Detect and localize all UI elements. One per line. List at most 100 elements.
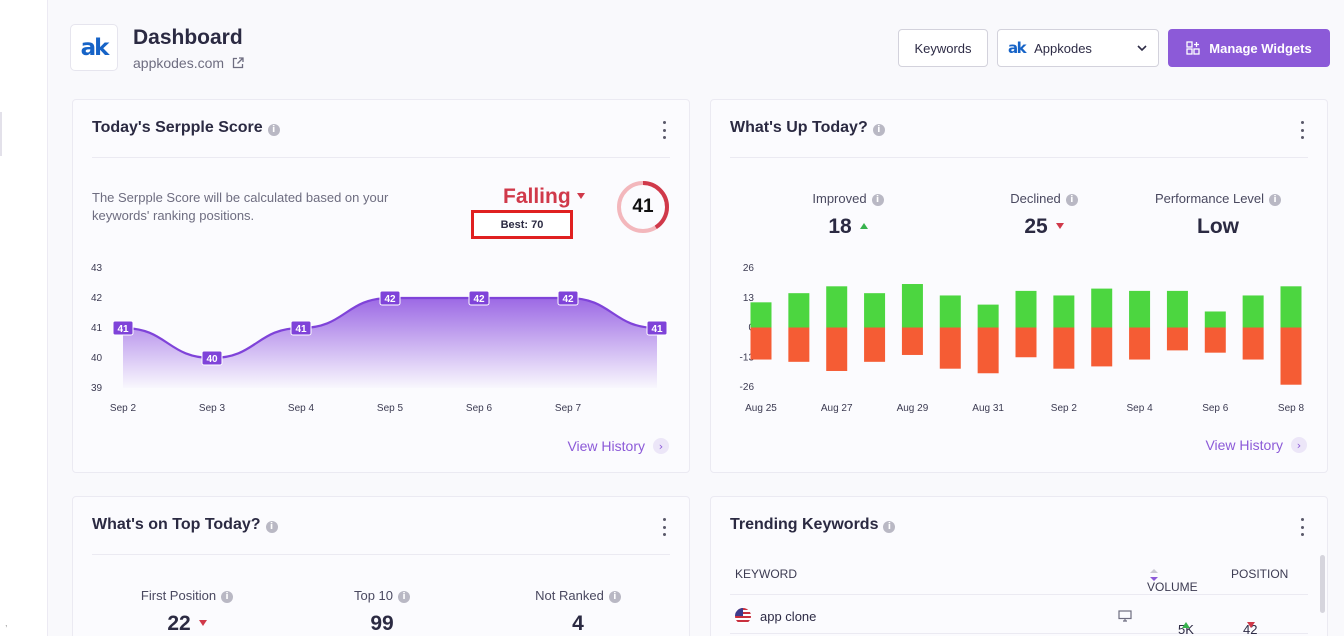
declined-bar [1166,327,1188,351]
table-scrollbar[interactable] [1320,555,1325,613]
score-value: 41 [632,196,654,217]
data-label: 42 [473,294,485,305]
y-tick-label: 43 [91,263,103,274]
data-point: 41 [646,320,668,336]
improved-bar [1129,290,1151,328]
project-select-value: Appkodes [1034,40,1092,56]
trending-table-header: KEYWORD VOLUME POSITION [730,554,1308,595]
rail-indicator [0,112,2,156]
performance-label-row: Performance Level i [1146,191,1290,206]
info-icon[interactable]: i [608,591,621,603]
position-column-header: POSITION [1231,567,1289,581]
improved-bar [939,295,961,328]
declined-bar [1242,327,1264,360]
performance-value: Low [1197,215,1239,238]
manage-widgets-button[interactable]: Manage Widgets [1168,29,1330,67]
score-trend: Falling [503,185,585,209]
score-ring [617,181,669,233]
info-icon[interactable]: i [871,194,884,206]
info-icon[interactable]: i [872,124,885,136]
info-icon[interactable]: i [221,591,234,603]
volume-column-label[interactable]: VOLUME [1147,580,1198,594]
whats-up-view-history-link[interactable]: View History › [1205,437,1307,453]
us-flag-icon [735,608,751,624]
serpple-view-history-link[interactable]: View History › [567,438,669,454]
first-position-label: First Position [140,588,217,603]
chevron-right-icon[interactable]: › [653,438,669,454]
data-label: 41 [117,324,129,335]
view-history-text[interactable]: View History [1205,437,1283,453]
data-point: 42 [379,290,401,306]
top10-value: 99 [370,612,394,635]
project-select[interactable]: ak Appkodes [997,29,1159,67]
serpple-score-title-text: Today's Serpple Score [92,119,263,136]
declined-bar [939,327,961,369]
declined-label: Declined [1010,191,1061,206]
declined-bar [977,327,999,374]
declined-value-row: 25 [979,215,1109,239]
x-tick-label: Sep 5 [377,403,404,414]
kebab-menu-icon[interactable] [1295,121,1309,139]
whats-on-top-title-text: What's on Top Today? [92,516,261,533]
improved-label-row: Improved i [783,191,913,206]
declined-bar [788,327,810,362]
trend-down-icon [576,193,585,199]
kebab-menu-icon[interactable] [657,518,671,536]
improved-bar [864,293,886,328]
project-domain[interactable]: appkodes.com [133,55,244,72]
whats-up-title: What's Up Today? i [730,119,885,137]
trend-down-icon [1247,622,1255,628]
first-position-label-row: First Position i [117,588,257,603]
data-point: 41 [112,320,134,336]
x-tick-label: Sep 7 [555,403,582,414]
best-score-badge: Best: 70 [471,210,573,239]
volume-column-header[interactable]: VOLUME [1147,567,1198,594]
declined-value: 25 [1024,215,1048,238]
trending-keywords-title: Trending Keywords i [730,516,896,534]
improved-bar [1242,295,1264,328]
info-icon[interactable]: i [398,591,411,603]
top10-label: Top 10 [353,588,394,603]
first-position-metric: First Position i 22 [117,588,257,636]
domain-text[interactable]: appkodes.com [133,55,225,71]
data-label-bg [646,320,668,336]
data-label: 41 [651,324,663,335]
declined-bar [1091,327,1113,367]
kebab-menu-icon[interactable] [1295,518,1309,536]
data-label: 40 [206,354,218,365]
view-history-text[interactable]: View History [567,438,645,454]
x-tick-label: Aug 31 [972,403,1004,414]
y-tick-label: 41 [91,323,103,334]
external-link-icon[interactable] [232,56,244,72]
improved-metric: Improved i 18 [783,191,913,239]
dashboard-content: ak Dashboard appkodes.com Keywords ak Ap… [48,0,1344,636]
info-icon[interactable]: i [1269,194,1282,206]
table-row[interactable]: app clone 5K 42 [730,596,1308,636]
sort-icon[interactable] [1150,569,1158,581]
info-icon[interactable]: i [267,124,280,136]
card-divider [730,157,1308,158]
first-position-value-row: 22 [117,612,257,636]
info-icon[interactable]: i [883,521,896,533]
info-icon[interactable]: i [265,521,278,533]
improved-bar [901,284,923,328]
keywords-button[interactable]: Keywords [898,29,988,67]
x-tick-label: Sep 4 [1127,403,1154,414]
score-trend-text: Falling [503,185,571,208]
y-tick-label: 42 [91,293,103,304]
page-title: Dashboard [133,26,243,49]
x-tick-label: Sep 2 [110,403,137,414]
chevron-right-icon[interactable]: › [1291,437,1307,453]
data-label-bg [201,350,223,366]
declined-bar [1129,327,1151,360]
desktop-icon [1118,610,1132,625]
kebab-menu-icon[interactable] [657,121,671,139]
improved-value-row: 18 [783,215,913,239]
keyword-cell[interactable]: app clone [760,609,817,624]
improved-bar [1091,288,1113,328]
card-divider [92,157,670,158]
info-icon[interactable]: i [1065,194,1078,206]
x-tick-label: Sep 8 [1278,403,1305,414]
improved-value: 18 [828,215,852,238]
